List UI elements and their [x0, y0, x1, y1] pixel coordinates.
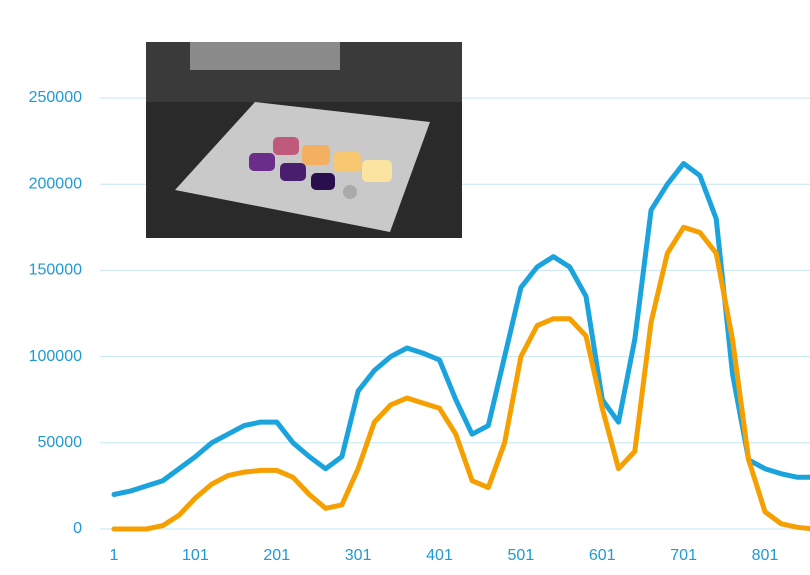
photo-well: [302, 145, 330, 165]
x-tick-label: 201: [263, 547, 290, 564]
line-layer: [111, 161, 810, 532]
photo-well: [273, 137, 299, 155]
x-tick-label: 801: [752, 547, 779, 564]
series-line: [111, 161, 810, 497]
photo-well: [333, 152, 361, 172]
y-tick-label: 0: [73, 520, 82, 537]
x-tick-label: 701: [670, 547, 697, 564]
y-tick-label: 50000: [38, 434, 83, 451]
x-tick-label: 601: [589, 547, 616, 564]
photo-spot: [343, 185, 357, 199]
photo-well: [249, 153, 275, 171]
inset-photo: [146, 42, 462, 238]
photo-well: [362, 160, 392, 182]
x-tick-label: 501: [508, 547, 535, 564]
photo-object: [190, 42, 340, 70]
y-tick-label: 200000: [29, 175, 82, 192]
x-tick-label: 1: [110, 547, 119, 564]
y-tick-label: 100000: [29, 348, 82, 365]
series-line: [111, 224, 810, 532]
x-tick-label: 401: [426, 547, 453, 564]
y-tick-label: 150000: [29, 262, 82, 279]
y-tick-label: 250000: [29, 89, 82, 106]
x-tick-label: 301: [345, 547, 372, 564]
x-tick-label: 101: [182, 547, 209, 564]
photo-well: [280, 163, 306, 181]
photo-well: [311, 173, 335, 190]
